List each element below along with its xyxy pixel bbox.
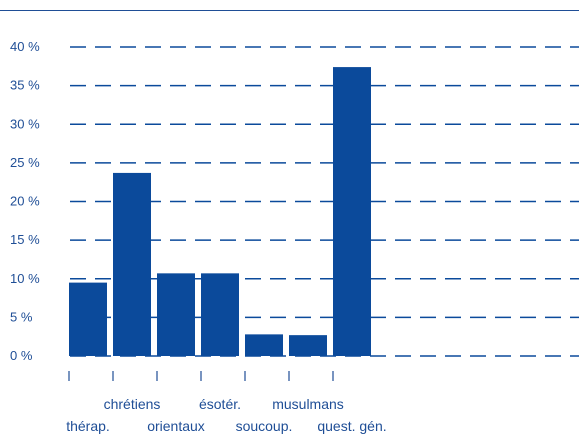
bar xyxy=(113,172,151,356)
x-tick-label: soucoup. xyxy=(236,418,293,434)
bar xyxy=(157,273,195,356)
x-tick-label: chrétiens xyxy=(104,396,161,412)
x-axis-ticks: thérap. chrétiens orientaux ésotér. soucoup.… xyxy=(66,371,387,434)
bars xyxy=(69,67,371,357)
y-tick-label: 20 % xyxy=(10,194,40,209)
y-tick-label: 35 % xyxy=(10,78,40,93)
bar xyxy=(69,282,107,356)
y-tick-label: 25 % xyxy=(10,155,40,170)
bar xyxy=(333,67,371,357)
bar xyxy=(201,273,239,356)
x-tick-label: thérap. xyxy=(66,418,110,434)
y-axis-tick-labels: 0 % 5 % 10 % 15 % 20 % 25 % 30 % 35 % 40 % xyxy=(10,39,40,363)
y-tick-label: 5 % xyxy=(10,309,33,324)
bar xyxy=(245,334,283,356)
x-tick-label: quest. gén. xyxy=(317,418,386,434)
y-tick-label: 0 % xyxy=(10,348,33,363)
y-tick-label: 15 % xyxy=(10,232,40,247)
bar xyxy=(289,335,327,356)
x-tick-label: musulmans xyxy=(272,396,344,412)
y-tick-label: 30 % xyxy=(10,116,40,131)
x-tick-label: ésotér. xyxy=(199,396,241,412)
gridlines xyxy=(70,46,579,357)
x-tick-label: orientaux xyxy=(147,418,205,434)
y-tick-label: 10 % xyxy=(10,271,40,286)
y-tick-label: 40 % xyxy=(10,39,40,54)
